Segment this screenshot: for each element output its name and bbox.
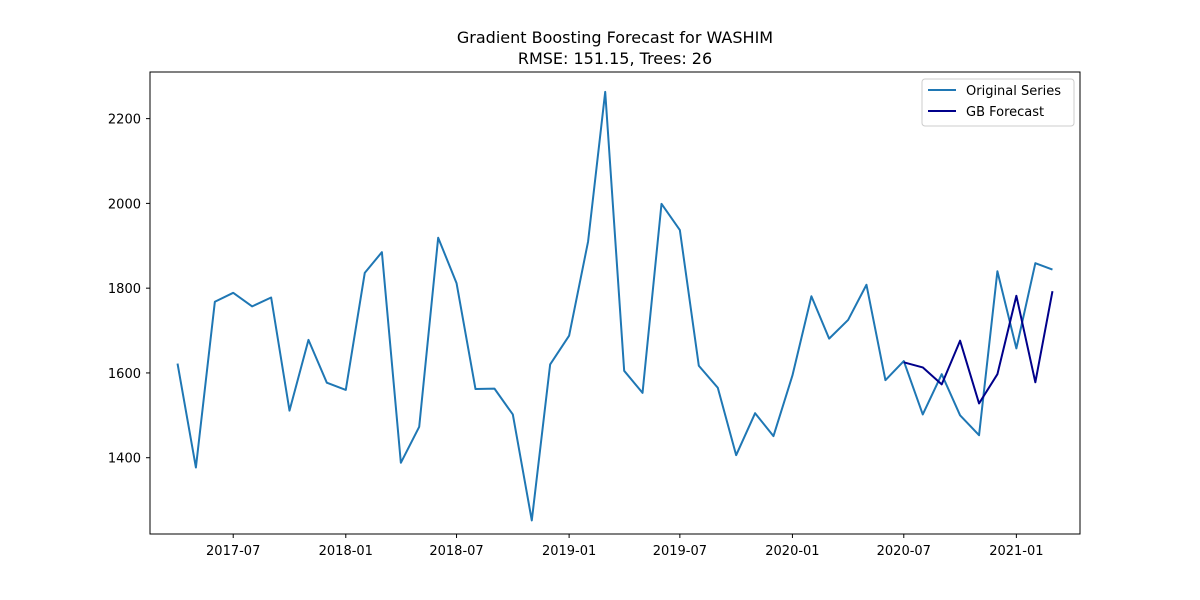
series-line-original-series [176, 90, 1053, 522]
plot-frame [149, 71, 1081, 535]
y-tick-label: 1600 [108, 367, 141, 382]
x-tick-label: 2021-01 [989, 544, 1043, 559]
x-tick-label: 2020-01 [765, 544, 819, 559]
chart-subtitle: RMSE: 151.15, Trees: 26 [518, 49, 712, 68]
x-tick-label: 2019-01 [542, 544, 596, 559]
y-tick-label: 1400 [108, 452, 141, 467]
y-tick-label: 2000 [108, 197, 141, 212]
chart-title: Gradient Boosting Forecast for WASHIM [457, 28, 773, 47]
series-layer [176, 90, 1054, 522]
series-line-gb-forecast [903, 290, 1054, 405]
x-tick-label: 2019-07 [653, 544, 707, 559]
y-tick-label: 2200 [108, 113, 141, 128]
x-tick-label: 2018-07 [429, 544, 483, 559]
x-tick-label: 2020-07 [877, 544, 931, 559]
legend-box [921, 78, 1075, 127]
x-tick-label: 2017-07 [206, 544, 260, 559]
axes-layer: 2017-07 2018-01 2018-07 2019-01 2019-07 2020-… [108, 113, 1044, 559]
legend-label-original-series: Original Series [966, 84, 1061, 99]
legend-label-gb-forecast: GB Forecast [966, 105, 1044, 120]
y-tick-label: 1800 [108, 282, 141, 297]
legend: Original Series GB Forecast [921, 78, 1075, 127]
x-tick-label: 2018-01 [319, 544, 373, 559]
